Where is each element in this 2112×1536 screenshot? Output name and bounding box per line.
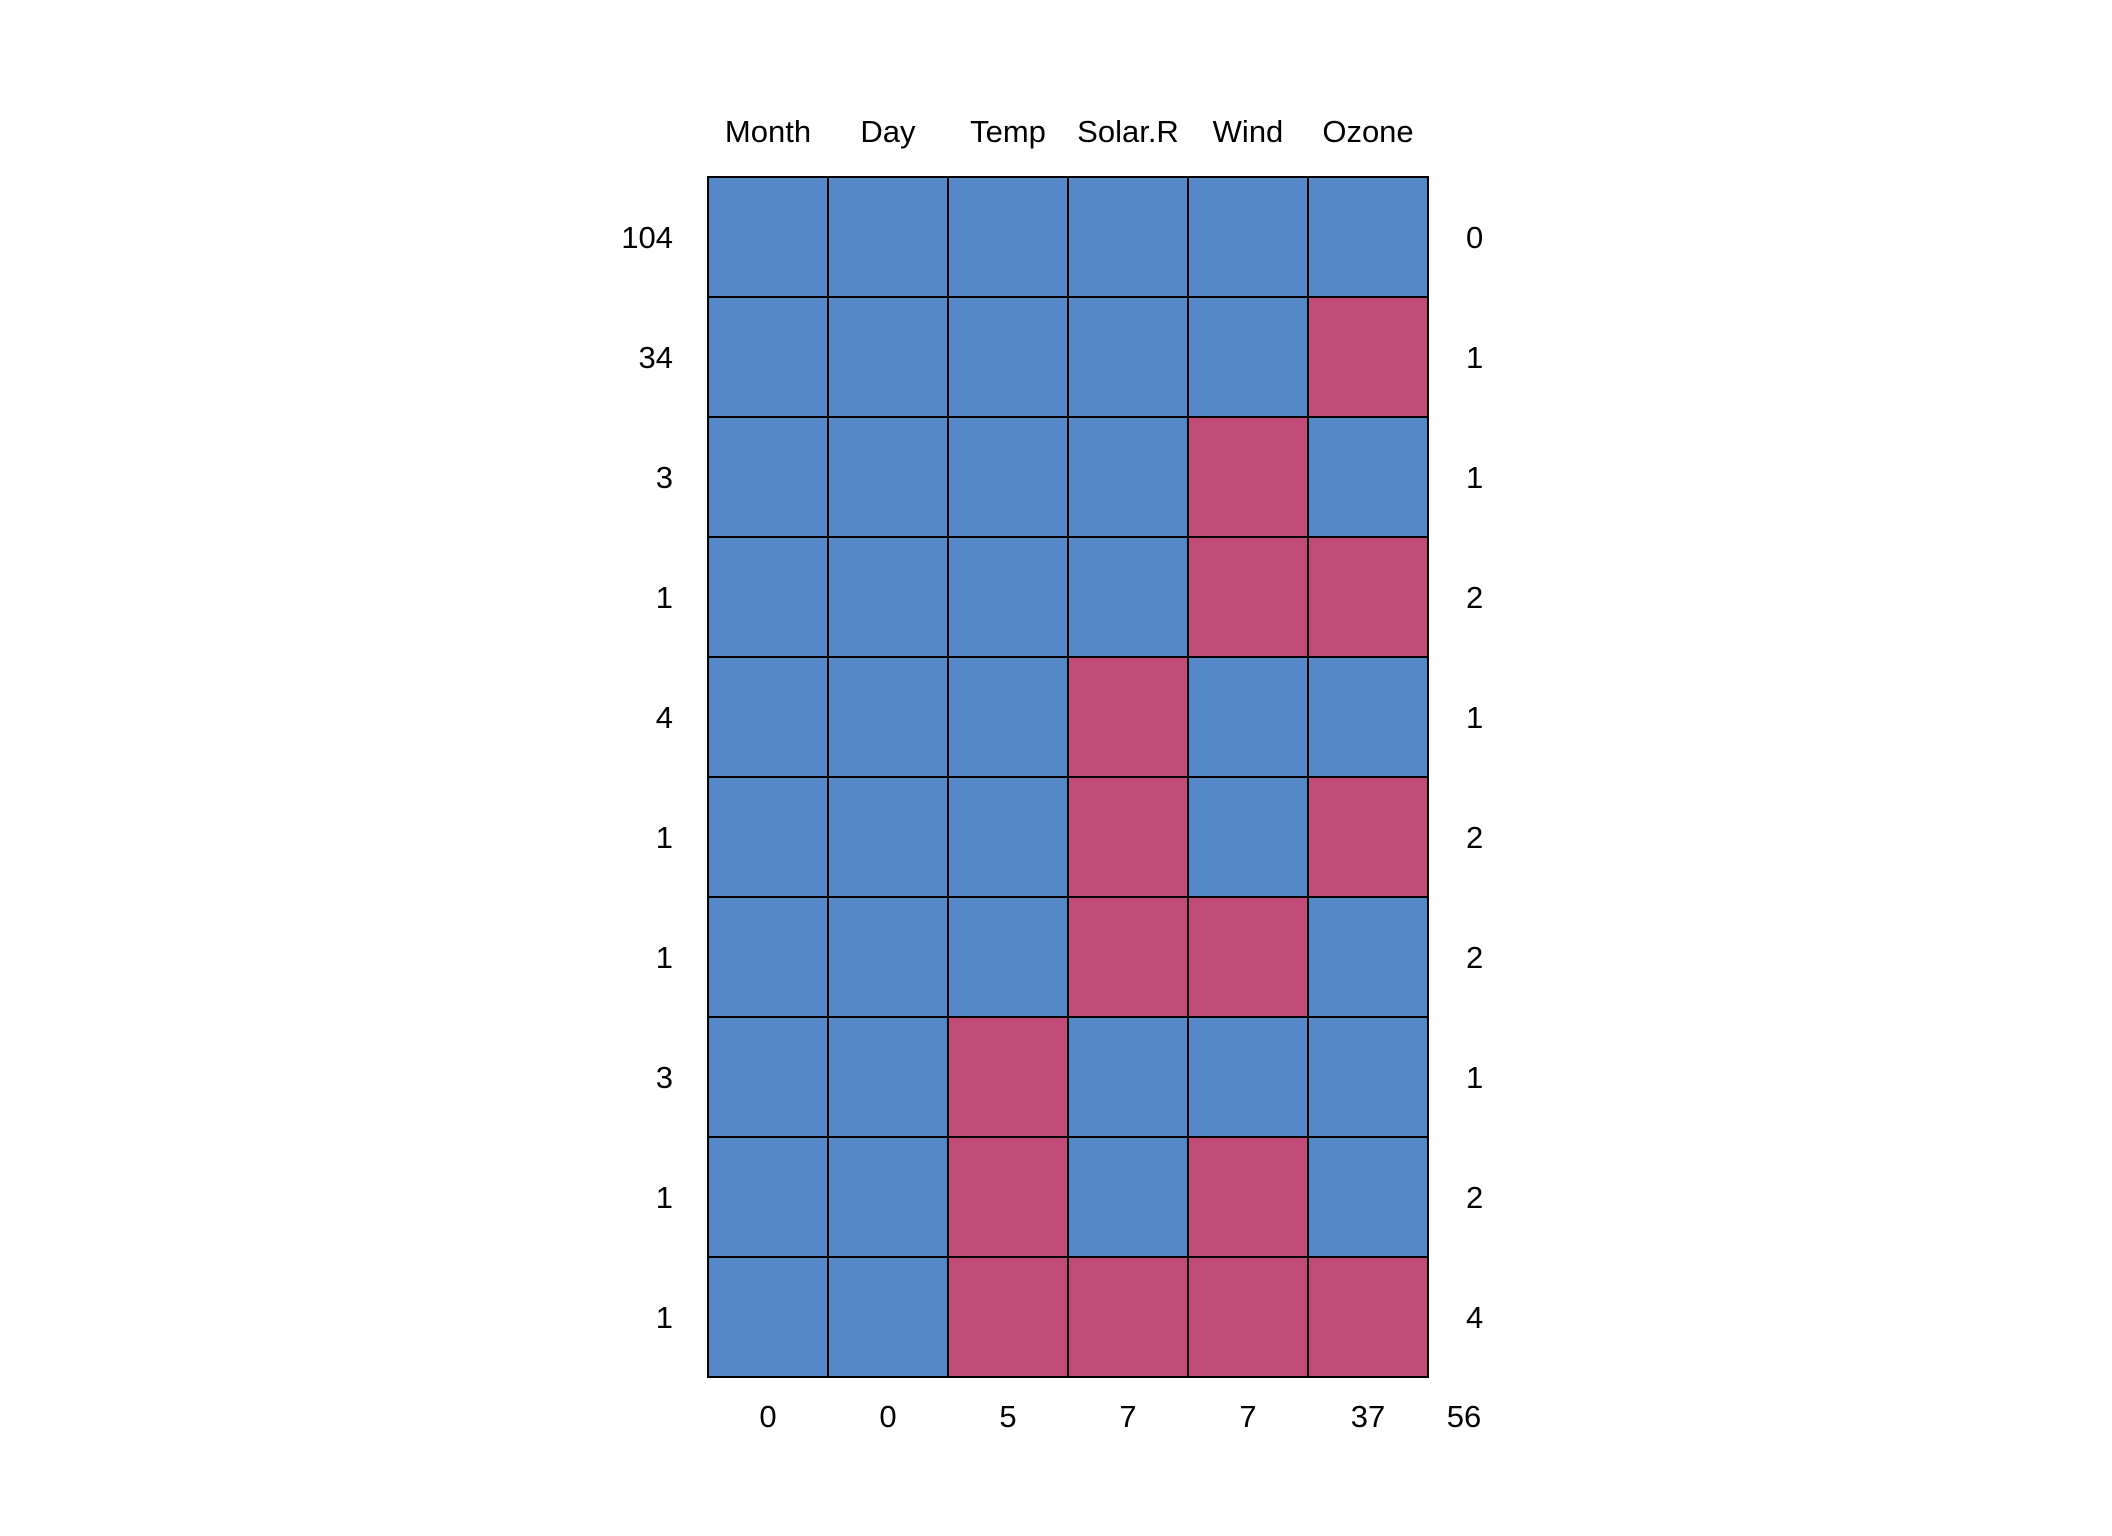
pattern-cell xyxy=(1067,296,1189,418)
pattern-cell xyxy=(947,896,1069,1018)
pattern-cell xyxy=(1187,776,1309,898)
pattern-cell xyxy=(827,1256,949,1378)
row-missing-label: 2 xyxy=(1466,940,1483,975)
column-header-label: Day xyxy=(860,114,916,149)
pattern-cell xyxy=(1307,296,1429,418)
pattern-grid xyxy=(707,176,1429,1378)
pattern-cell xyxy=(947,296,1069,418)
pattern-cell xyxy=(947,656,1069,778)
column-header-label: Solar.R xyxy=(1077,114,1179,149)
pattern-cell xyxy=(1307,776,1429,898)
pattern-cell xyxy=(827,656,949,778)
pattern-cell xyxy=(1307,1256,1429,1378)
pattern-cell xyxy=(707,296,829,418)
pattern-cell xyxy=(1187,1136,1309,1258)
row-count-label: 3 xyxy=(656,1060,673,1095)
pattern-cell xyxy=(1187,176,1309,298)
row-missing-label: 1 xyxy=(1466,700,1483,735)
row-count-label: 4 xyxy=(656,700,673,735)
pattern-cell xyxy=(1067,176,1189,298)
column-header-label: Month xyxy=(725,114,811,149)
pattern-cell xyxy=(1307,1136,1429,1258)
total-missing-label: 56 xyxy=(1447,1399,1481,1434)
row-missing-labels: 0 1 1 2 1 2 2 1 2 4 xyxy=(1466,220,1483,1335)
row-missing-label: 0 xyxy=(1466,220,1483,255)
row-missing-label: 2 xyxy=(1466,580,1483,615)
pattern-cell xyxy=(707,176,829,298)
pattern-cell xyxy=(947,176,1069,298)
pattern-cell xyxy=(1067,1136,1189,1258)
column-missing-label: 0 xyxy=(879,1399,896,1434)
column-missing-label: 37 xyxy=(1351,1399,1385,1434)
column-missing-label: 5 xyxy=(999,1399,1016,1434)
row-count-label: 1 xyxy=(656,580,673,615)
pattern-cell xyxy=(1067,776,1189,898)
row-missing-label: 1 xyxy=(1466,340,1483,375)
pattern-cell xyxy=(1187,536,1309,658)
row-count-label: 104 xyxy=(621,220,673,255)
pattern-cell xyxy=(707,536,829,658)
pattern-cell xyxy=(707,1136,829,1258)
pattern-cell xyxy=(947,1016,1069,1138)
pattern-cell xyxy=(827,536,949,658)
pattern-cell xyxy=(827,176,949,298)
pattern-cell xyxy=(1067,416,1189,538)
pattern-cell xyxy=(1187,296,1309,418)
pattern-cell xyxy=(1067,1256,1189,1378)
pattern-cell xyxy=(707,1256,829,1378)
pattern-cell xyxy=(827,1136,949,1258)
pattern-cell xyxy=(1307,416,1429,538)
row-missing-label: 2 xyxy=(1466,820,1483,855)
row-count-label: 1 xyxy=(656,1300,673,1335)
pattern-cell xyxy=(947,416,1069,538)
pattern-cell xyxy=(1067,1016,1189,1138)
row-missing-label: 1 xyxy=(1466,1060,1483,1095)
pattern-cell xyxy=(1307,536,1429,658)
column-header-label: Wind xyxy=(1213,114,1284,149)
row-count-labels: 104 34 3 1 4 1 1 3 1 1 xyxy=(621,220,673,1335)
pattern-cell xyxy=(707,896,829,1018)
column-missing-label: 0 xyxy=(759,1399,776,1434)
row-count-label: 1 xyxy=(656,940,673,975)
pattern-cell xyxy=(707,656,829,778)
pattern-cell xyxy=(947,1136,1069,1258)
column-missing-label: 7 xyxy=(1239,1399,1256,1434)
pattern-cell xyxy=(827,296,949,418)
pattern-cell xyxy=(1067,536,1189,658)
column-header-label: Ozone xyxy=(1322,114,1413,149)
pattern-cell xyxy=(827,416,949,538)
pattern-cell xyxy=(707,1016,829,1138)
pattern-cell xyxy=(1187,656,1309,778)
pattern-cell xyxy=(1067,896,1189,1018)
row-missing-label: 2 xyxy=(1466,1180,1483,1215)
pattern-cell xyxy=(947,1256,1069,1378)
pattern-cell xyxy=(707,416,829,538)
pattern-cell xyxy=(827,896,949,1018)
row-missing-label: 1 xyxy=(1466,460,1483,495)
column-header-label: Temp xyxy=(970,114,1046,149)
column-headers: Month Day Temp Solar.R Wind Ozone xyxy=(725,114,1414,149)
row-count-label: 34 xyxy=(639,340,673,375)
pattern-cell xyxy=(1307,896,1429,1018)
row-count-label: 3 xyxy=(656,460,673,495)
pattern-cell xyxy=(1067,656,1189,778)
row-count-label: 1 xyxy=(656,820,673,855)
pattern-cell xyxy=(1307,176,1429,298)
pattern-cell xyxy=(707,776,829,898)
pattern-cell xyxy=(947,536,1069,658)
column-missing-labels: 0 0 5 7 7 37 56 xyxy=(759,1399,1481,1434)
pattern-cell xyxy=(1187,1256,1309,1378)
row-count-label: 1 xyxy=(656,1180,673,1215)
pattern-cell xyxy=(827,776,949,898)
pattern-cell xyxy=(1187,896,1309,1018)
pattern-cell xyxy=(827,1016,949,1138)
pattern-cell xyxy=(947,776,1069,898)
pattern-cell xyxy=(1307,656,1429,778)
row-missing-label: 4 xyxy=(1466,1300,1483,1335)
pattern-cell xyxy=(1307,1016,1429,1138)
pattern-cell xyxy=(1187,416,1309,538)
pattern-cell xyxy=(1187,1016,1309,1138)
column-missing-label: 7 xyxy=(1119,1399,1136,1434)
